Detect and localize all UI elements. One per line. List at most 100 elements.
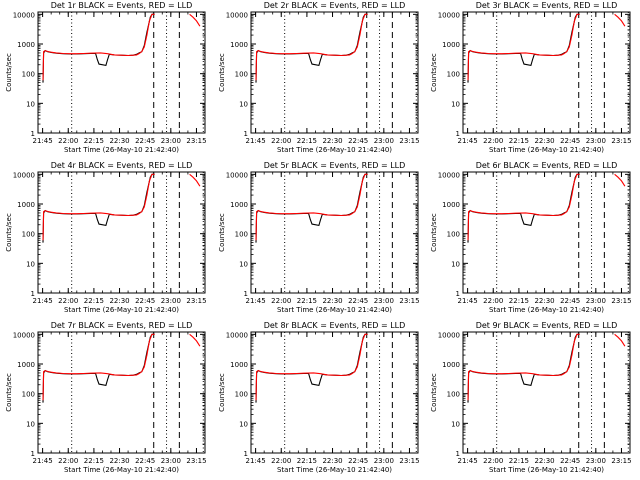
x-tick-label: 22:30 <box>322 137 342 145</box>
y-tick-label: 1 <box>31 450 35 458</box>
x-tick-label: 22:00 <box>58 457 78 465</box>
x-axis-label: Start Time (26-May-10 21:42:40) <box>277 146 392 154</box>
x-tick-label: 22:00 <box>271 457 291 465</box>
x-tick-label: 22:30 <box>534 137 554 145</box>
x-tick-label: 21:45 <box>458 297 478 305</box>
x-tick-label: 22:45 <box>348 137 368 145</box>
y-tick-label: 100 <box>22 231 35 239</box>
x-tick-label: 22:15 <box>297 457 317 465</box>
x-axis-label: Start Time (26-May-10 21:42:40) <box>277 306 392 314</box>
y-tick-label: 10 <box>451 420 460 428</box>
panel-title: Det 9r BLACK = Events, RED = LLD <box>476 321 618 330</box>
x-tick-label: 22:15 <box>84 457 104 465</box>
y-tick-label: 10 <box>26 100 35 108</box>
x-tick-label: 22:15 <box>509 457 529 465</box>
x-tick-label: 23:00 <box>586 137 606 145</box>
panel-3: Det 3r BLACK = Events, RED = LLD 1 10 100 10… <box>430 1 632 154</box>
x-tick-label: 22:45 <box>348 297 368 305</box>
y-axis-label: Counts/sec <box>5 373 13 412</box>
y-tick-label: 1000 <box>230 201 248 209</box>
series-line-lld <box>467 333 580 401</box>
y-tick-label: 10000 <box>13 11 35 19</box>
panel-title: Det 1r BLACK = Events, RED = LLD <box>51 1 193 10</box>
x-tick-label: 22:30 <box>109 297 129 305</box>
x-tick-label: 22:00 <box>58 137 78 145</box>
y-axis-label: Counts/sec <box>218 213 226 252</box>
y-tick-label: 1000 <box>17 201 35 209</box>
plot-frame <box>462 11 631 134</box>
panel-1: Det 1r BLACK = Events, RED = LLD 1 10 100 10… <box>5 1 207 154</box>
x-tick-label: 22:15 <box>509 297 529 305</box>
x-tick-label: 22:15 <box>509 137 529 145</box>
x-tick-label: 22:15 <box>84 137 104 145</box>
y-tick-label: 1 <box>456 290 460 298</box>
x-tick-label: 22:30 <box>534 457 554 465</box>
y-tick-label: 10 <box>239 100 248 108</box>
y-tick-label: 1 <box>456 450 460 458</box>
panel-9: Det 9r BLACK = Events, RED = LLD 1 10 100 10… <box>430 321 632 474</box>
x-tick-label: 23:15 <box>611 457 631 465</box>
x-tick-label: 22:15 <box>84 297 104 305</box>
y-tick-label: 10 <box>239 420 248 428</box>
x-tick-label: 22:00 <box>271 297 291 305</box>
series-line-lld <box>467 13 580 81</box>
panel-6: Det 6r BLACK = Events, RED = LLD 1 10 100 10… <box>430 161 632 314</box>
series-line-events <box>467 173 580 243</box>
series-line-lld <box>42 13 155 81</box>
x-tick-label: 22:30 <box>109 457 129 465</box>
y-tick-label: 10000 <box>226 171 248 179</box>
x-tick-label: 23:15 <box>186 137 206 145</box>
series-line-lld <box>189 13 201 27</box>
y-axis-label: Counts/sec <box>430 53 438 92</box>
plot-frame <box>462 171 631 294</box>
x-axis-label: Start Time (26-May-10 21:42:40) <box>64 466 179 474</box>
panel-8: Det 8r BLACK = Events, RED = LLD 1 10 100 10… <box>218 321 420 474</box>
y-tick-label: 10000 <box>13 171 35 179</box>
series-line-events <box>42 173 155 243</box>
x-tick-label: 22:15 <box>297 297 317 305</box>
x-tick-label: 22:45 <box>348 457 368 465</box>
y-axis-label: Counts/sec <box>218 373 226 412</box>
plot-frame <box>37 171 206 294</box>
x-tick-label: 22:15 <box>297 137 317 145</box>
panel-2: Det 2r BLACK = Events, RED = LLD 1 10 100 10… <box>218 1 420 154</box>
y-tick-label: 1 <box>31 290 35 298</box>
x-tick-label: 22:45 <box>135 137 155 145</box>
x-tick-label: 21:45 <box>33 137 53 145</box>
y-tick-label: 1000 <box>442 361 460 369</box>
y-tick-label: 10000 <box>13 331 35 339</box>
y-tick-label: 100 <box>22 71 35 79</box>
x-tick-label: 23:15 <box>399 297 419 305</box>
x-tick-label: 22:00 <box>483 297 503 305</box>
y-tick-label: 10 <box>26 420 35 428</box>
y-axis-label: Counts/sec <box>430 373 438 412</box>
x-tick-label: 21:45 <box>33 457 53 465</box>
y-axis-label: Counts/sec <box>5 53 13 92</box>
plot-frame <box>250 171 419 294</box>
x-tick-label: 23:00 <box>161 457 181 465</box>
series-line-events <box>42 333 155 403</box>
series-line-events <box>255 173 368 243</box>
panel-title: Det 6r BLACK = Events, RED = LLD <box>476 161 618 170</box>
x-tick-label: 22:45 <box>135 297 155 305</box>
panel-title: Det 5r BLACK = Events, RED = LLD <box>264 161 406 170</box>
series-line-lld <box>614 173 626 187</box>
x-tick-label: 21:45 <box>246 137 266 145</box>
y-tick-label: 10 <box>451 260 460 268</box>
panel-title: Det 7r BLACK = Events, RED = LLD <box>51 321 193 330</box>
series-line-lld <box>189 333 201 347</box>
x-tick-label: 22:30 <box>109 137 129 145</box>
x-tick-label: 23:00 <box>161 297 181 305</box>
x-axis-label: Start Time (26-May-10 21:42:40) <box>277 466 392 474</box>
x-tick-label: 22:30 <box>534 297 554 305</box>
x-tick-label: 23:00 <box>374 457 394 465</box>
x-tick-label: 22:45 <box>560 457 580 465</box>
series-line-lld <box>189 173 201 187</box>
x-tick-label: 23:15 <box>399 137 419 145</box>
x-tick-label: 23:15 <box>611 297 631 305</box>
x-axis-label: Start Time (26-May-10 21:42:40) <box>489 306 604 314</box>
x-tick-label: 21:45 <box>458 137 478 145</box>
y-axis-label: Counts/sec <box>5 213 13 252</box>
y-tick-label: 1 <box>244 450 248 458</box>
y-tick-label: 10 <box>26 260 35 268</box>
